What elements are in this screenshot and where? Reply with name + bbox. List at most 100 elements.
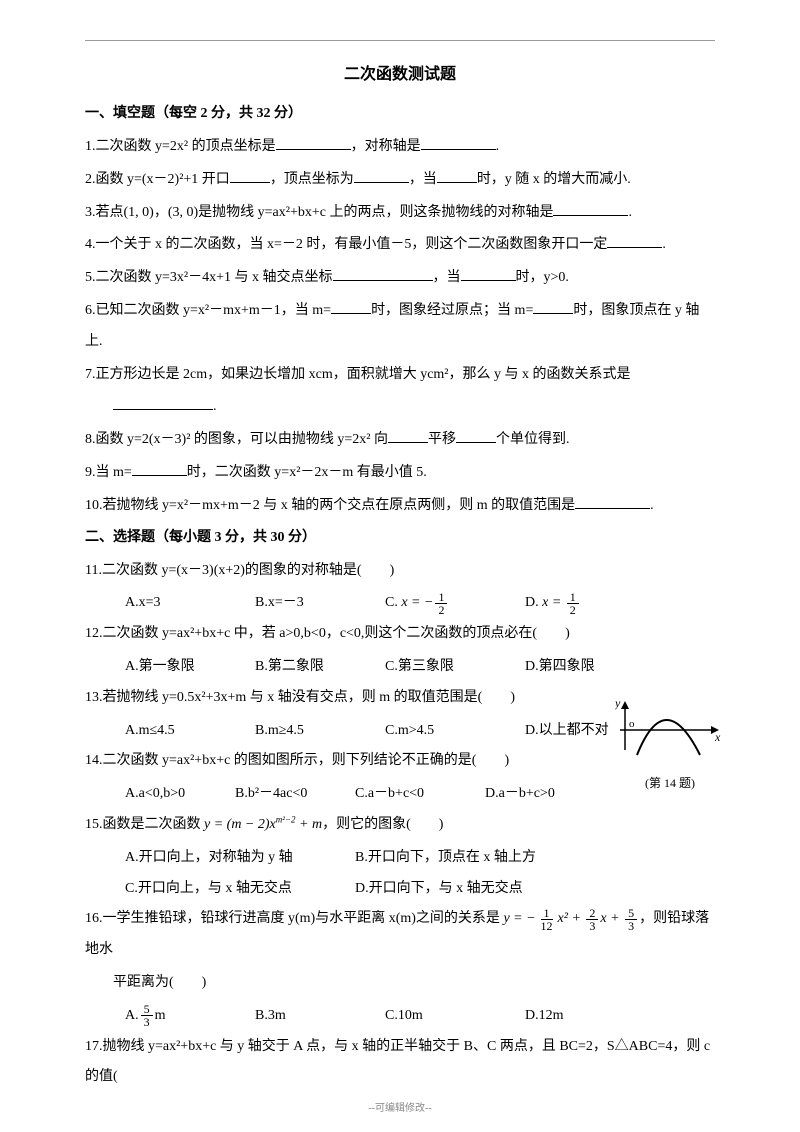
q11: 11.二次函数 y=(x－3)(x+2)的图象的对称轴是( ) [85,556,715,587]
q5-text-a: 5.二次函数 y=3x²－4x+1 与 x 轴交点坐标 [85,270,333,285]
q6: 6.已知二次函数 y=x²－mx+m－1，当 m=时，图象经过原点；当 m=时，… [85,296,715,358]
q16-opt-b: B.3m [255,1001,385,1032]
q12-opt-c: C.第三象限 [385,652,525,683]
blank [388,429,428,443]
q4: 4.一个关于 x 的二次函数，当 x=－2 时，有最小值－5，则这个二次函数图象… [85,230,715,261]
q1-text-a: 1.二次函数 y=2x² 的顶点坐标是 [85,139,276,154]
q12: 12.二次函数 y=ax²+bx+c 中，若 a>0,b<0，c<0,则这个二次… [85,619,715,650]
q15-opt-a: A.开口向上，对称轴为 y 轴 [125,843,355,874]
q15-options-1: A.开口向上，对称轴为 y 轴 B.开口向下，顶点在 x 轴上方 [85,843,715,874]
q11-options: A.x=3 B.x=－3 C. x = −12 D. x = 12 [85,588,715,619]
fraction: 53 [625,907,637,932]
y-axis-label: y [615,696,621,710]
q15-tail: ，则它的图象( ) [322,817,443,832]
q12-opt-a: A.第一象限 [125,652,255,683]
section1-heading: 一、填空题（每空 2 分，共 32 分） [85,102,715,122]
blank [230,169,270,183]
x-axis-label: x [714,730,721,744]
blank [421,136,496,150]
q16-opt-c: C.10m [385,1001,525,1032]
blank [113,396,213,410]
fraction: 53 [141,1003,153,1028]
q7-line2: . [85,392,715,423]
q10-text-b: . [650,498,654,513]
blank [607,234,662,248]
q2-text-b: ，顶点坐标为 [270,172,354,187]
q16: 16.一学生推铅球，铅球行进高度 y(m)与水平距离 x(m)之间的关系是 y … [85,904,715,966]
q16-opt-d: D.12m [525,1001,665,1032]
q14-opt-a: A.a<0,b>0 [125,779,235,810]
footer-text: --可编辑修改-- [0,1099,800,1114]
q11-opt-a: A.x=3 [125,588,255,619]
q14-opt-b: B.b²－4ac<0 [235,779,355,810]
q7-text-b: . [213,399,217,414]
section2-heading: 二、选择题（每小题 3 分，共 30 分） [85,526,715,546]
q15-opt-d: D.开口向下，与 x 轴无交点 [355,874,523,905]
q13-opt-c: C.m>4.5 [385,716,525,747]
q6-text-a: 6.已知二次函数 y=x²－mx+m－1，当 m= [85,303,331,318]
q2-text-a: 2.函数 y=(x－2)²+1 开口 [85,172,230,187]
figure-caption: (第 14 题) [615,774,725,791]
q14-figure: y x o (第 14 题) [615,695,725,791]
q9: 9.当 m= 时，二次函数 y=x²－2x－m 有最小值 5. [85,458,715,489]
q15-opt-c: C.开口向上，与 x 轴无交点 [125,874,355,905]
page-title: 二次函数测试题 [85,60,715,84]
q15-pre: 15.函数是二次函数 [85,817,204,832]
q13-opt-b: B.m≥4.5 [255,716,385,747]
blank [575,495,650,509]
q17: 17.抛物线 y=ax²+bx+c 与 y 轴交于 A 点，与 x 轴的正半轴交… [85,1032,715,1094]
q1-text-c: . [496,139,500,154]
q2: 2.函数 y=(x－2)²+1 开口，顶点坐标为，当时，y 随 x 的增大而减小… [85,165,715,196]
blank [533,300,573,314]
origin-label: o [629,718,635,730]
fraction: 23 [586,907,598,932]
blank [333,267,433,281]
blank [456,429,496,443]
q11-opt-b: B.x=－3 [255,588,385,619]
top-rule [85,40,715,41]
q10-text-a: 10.若抛物线 y=x²－mx+m－2 与 x 轴的两个交点在原点两侧，则 m … [85,498,575,513]
fraction: 12 [435,591,447,616]
fraction: 12 [567,591,579,616]
q12-options: A.第一象限 B.第二象限 C.第三象限 D.第四象限 [85,652,715,683]
fraction: 112 [538,907,556,932]
q8-text-a: 8.函数 y=2(x－3)² 的图象，可以由抛物线 y=2x² 向 [85,432,388,447]
q2-text-c: ，当 [409,172,437,187]
q8-text-b: 平移 [428,432,456,447]
q15: 15.函数是二次函数 y = (m − 2)xm²−2 + m，则它的图象( ) [85,810,715,841]
q5-text-c: 时，y>0. [516,270,569,285]
q3-text-b: . [628,205,632,220]
q7: 7.正方形边长是 2cm，如果边长增加 xcm，面积就增大 ycm²，那么 y … [85,360,715,391]
blank [437,169,477,183]
q15-opt-b: B.开口向下，顶点在 x 轴上方 [355,843,536,874]
q5: 5.二次函数 y=3x²－4x+1 与 x 轴交点坐标 ，当 时，y>0. [85,263,715,294]
q4-text-a: 4.一个关于 x 的二次函数，当 x=－2 时，有最小值－5，则这个二次函数图象… [85,237,607,252]
q16-pre: 16.一学生推铅球，铅球行进高度 y(m)与水平距离 x(m)之间的关系是 [85,911,503,926]
q3: 3.若点(1, 0)，(3, 0)是抛物线 y=ax²+bx+c 上的两点，则这… [85,198,715,229]
q5-text-b: ，当 [433,270,461,285]
q4-text-b: . [662,237,666,252]
q14-opt-c: C.a－b+c<0 [355,779,485,810]
q11-opt-c: C. x = −12 [385,588,525,619]
q13-opt-a: A.m≤4.5 [125,716,255,747]
q9-text-b: 时，二次函数 y=x²－2x－m 有最小值 5. [187,465,427,480]
q16-options: A.53m B.3m C.10m D.12m [85,1001,715,1032]
q3-text-a: 3.若点(1, 0)，(3, 0)是抛物线 y=ax²+bx+c 上的两点，则这… [85,205,553,220]
q11-opt-d: D. x = 12 [525,588,665,619]
q1: 1.二次函数 y=2x² 的顶点坐标是 ，对称轴是. [85,132,715,163]
q9-text-a: 9.当 m= [85,465,132,480]
blank [354,169,409,183]
parabola-icon: y x o [615,695,725,765]
q8-text-c: 个单位得到. [496,432,570,447]
q1-text-b: ，对称轴是 [351,139,421,154]
q15-eq: y = (m − 2)xm²−2 + m [204,817,322,832]
q15-options-2: C.开口向上，与 x 轴无交点 D.开口向下，与 x 轴无交点 [85,874,715,905]
q8: 8.函数 y=2(x－3)² 的图象，可以由抛物线 y=2x² 向 平移 个单位得到… [85,425,715,456]
q6-text-b: 时，图象经过原点；当 m= [371,303,533,318]
q7-text-a: 7.正方形边长是 2cm，如果边长增加 xcm，面积就增大 ycm²，那么 y … [85,367,631,382]
blank [331,300,371,314]
blank [553,202,628,216]
q14-opt-d: D.a－b+c>0 [485,779,625,810]
q12-opt-b: B.第二象限 [255,652,385,683]
q10: 10.若抛物线 y=x²－mx+m－2 与 x 轴的两个交点在原点两侧，则 m … [85,491,715,522]
